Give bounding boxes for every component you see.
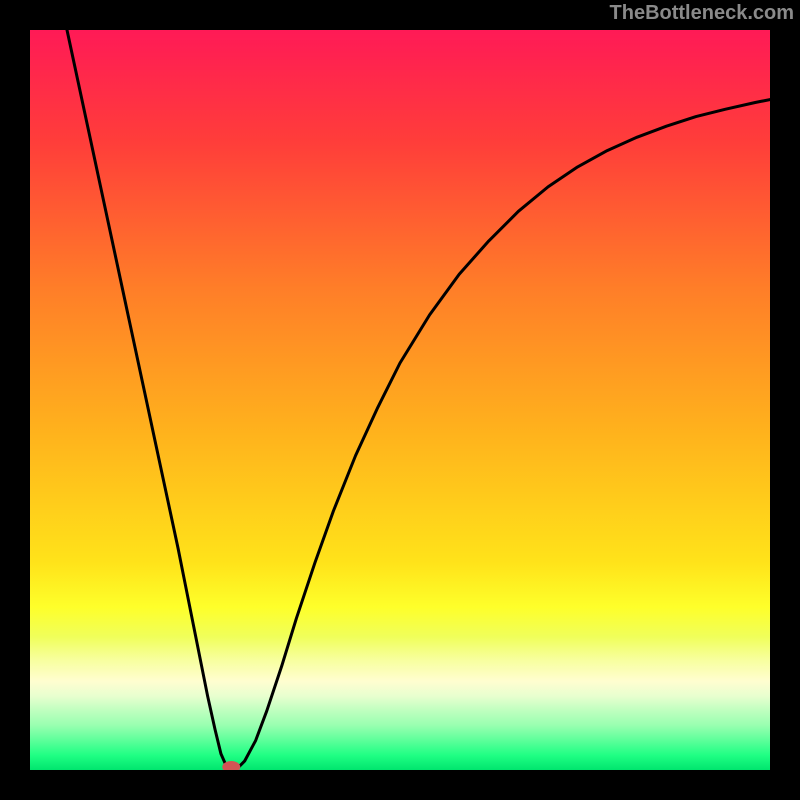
watermark-text: TheBottleneck.com (610, 2, 794, 25)
bottleneck-curve (67, 30, 770, 770)
plot-area (30, 30, 770, 770)
chart-container: TheBottleneck.com (0, 0, 800, 800)
curve-svg (30, 30, 770, 770)
